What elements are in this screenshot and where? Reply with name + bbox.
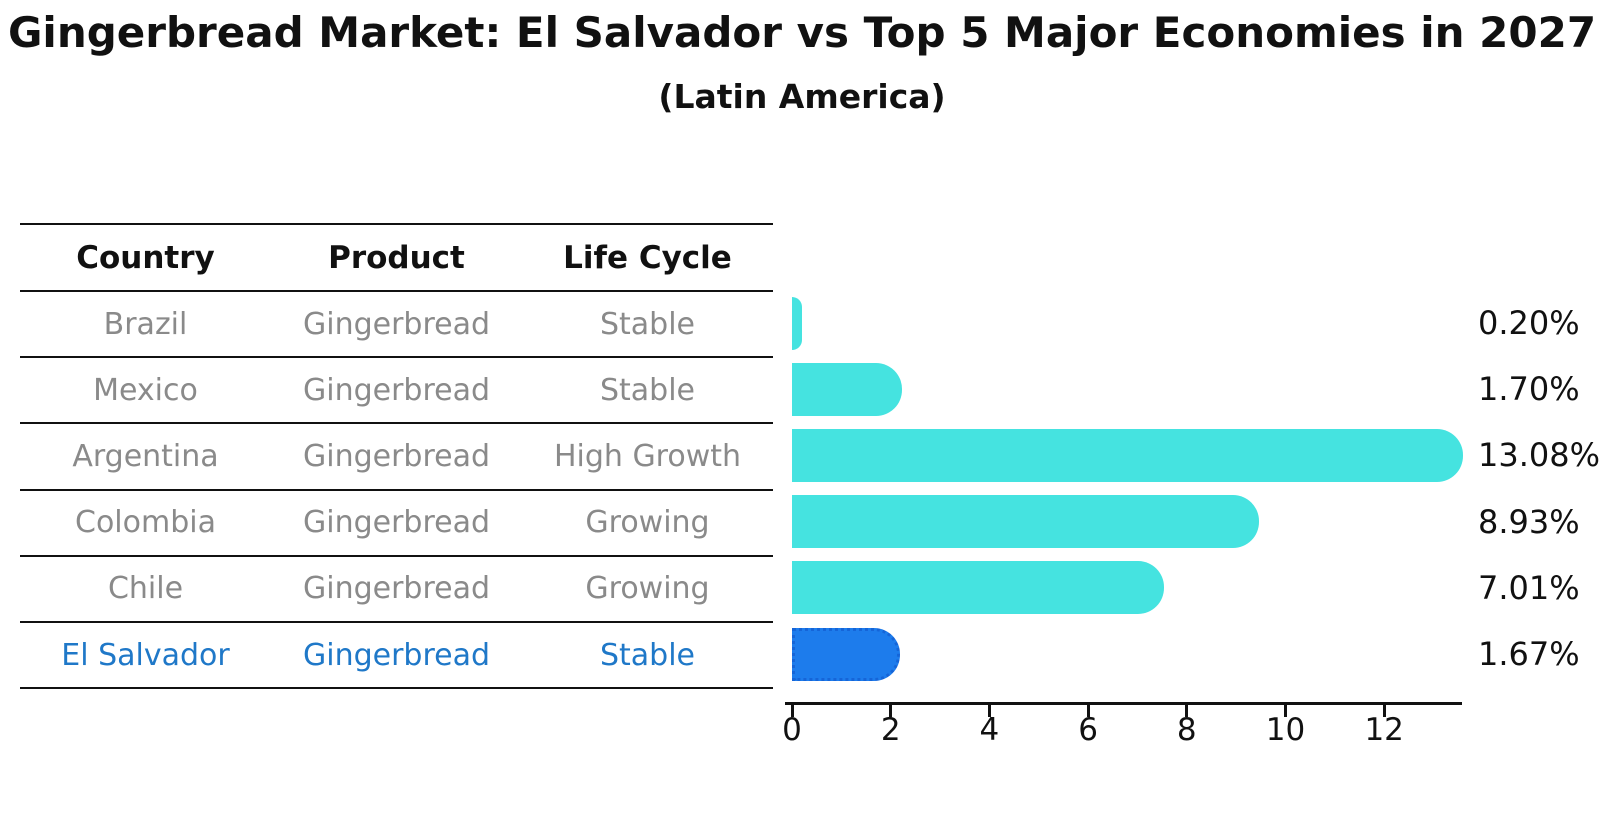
country-table: Country Product Life Cycle Brazil Gingerb… [20,223,773,690]
bar [792,429,1464,482]
bar [792,362,902,416]
x-axis-tick [1086,705,1090,717]
cell-product: Gingerbread [302,438,491,474]
cell-life-cycle: High Growth [553,438,742,474]
x-axis-tick-label: 2 [880,712,901,748]
cell-life-cycle: Growing [585,571,710,607]
value-label: 1.67% [1478,635,1580,674]
bar [792,561,1164,615]
header-cell-life-cycle: Life Cycle [563,239,732,276]
table-row: Argentina Gingerbread High Growth [20,422,773,488]
bar [792,495,1259,549]
x-axis-tick [1382,705,1386,717]
value-label: 8.93% [1478,502,1580,541]
x-axis-tick-label: 0 [782,712,802,748]
value-label: 7.01% [1478,568,1580,607]
cell-life-cycle: Stable [599,306,696,342]
x-axis-tick [1185,705,1189,717]
table-row: Colombia Gingerbread Growing [20,488,773,555]
x-axis-tick-label: 12 [1364,712,1404,748]
value-label: 13.08% [1478,436,1601,475]
bar [792,296,802,350]
x-axis-tick [987,705,991,717]
cell-product: Gingerbread [302,571,491,607]
table-header-row: Country Product Life Cycle [20,223,773,290]
table-row: El Salvador Gingerbread Stable [20,620,773,687]
cell-country: Brazil [103,306,188,342]
table-row: Brazil Gingerbread Stable [20,290,773,356]
cell-country: Argentina [72,438,219,474]
chart-title: Gingerbread Market: El Salvador vs Top 5… [7,8,1597,57]
cell-country: Mexico [93,372,198,408]
x-axis-tick-label: 6 [1078,712,1098,748]
x-axis-tick [790,705,794,717]
x-axis-tick [1284,705,1287,717]
cell-product: Gingerbread [302,505,491,541]
chart-subtitle: (Latin America) [658,77,946,116]
x-axis-line [785,702,1462,705]
highlighted-bar [792,627,901,681]
cell-country: Chile [107,571,184,607]
x-axis-tick [889,705,893,717]
table-row: Mexico Gingerbread Stable [20,356,773,422]
cell-life-cycle: Stable [599,372,696,408]
cell-product: Gingerbread [302,372,491,408]
header-cell-product: Product [328,239,465,276]
x-axis-tick-label: 10 [1265,712,1306,748]
cell-life-cycle: Growing [585,505,710,541]
cell-country: Colombia [75,505,216,541]
value-label: 0.20% [1478,304,1580,343]
cell-life-cycle: Stable [599,637,696,673]
x-axis-tick-label: 4 [979,712,1000,748]
value-label: 1.70% [1478,370,1580,409]
table-row: Chile Gingerbread Growing [20,554,773,621]
cell-country: El Salvador [61,637,230,673]
header-cell-country: Country [76,239,215,276]
cell-product: Gingerbread [302,306,491,342]
x-axis-tick-label: 8 [1176,712,1197,748]
cell-product: Gingerbread [302,637,491,673]
